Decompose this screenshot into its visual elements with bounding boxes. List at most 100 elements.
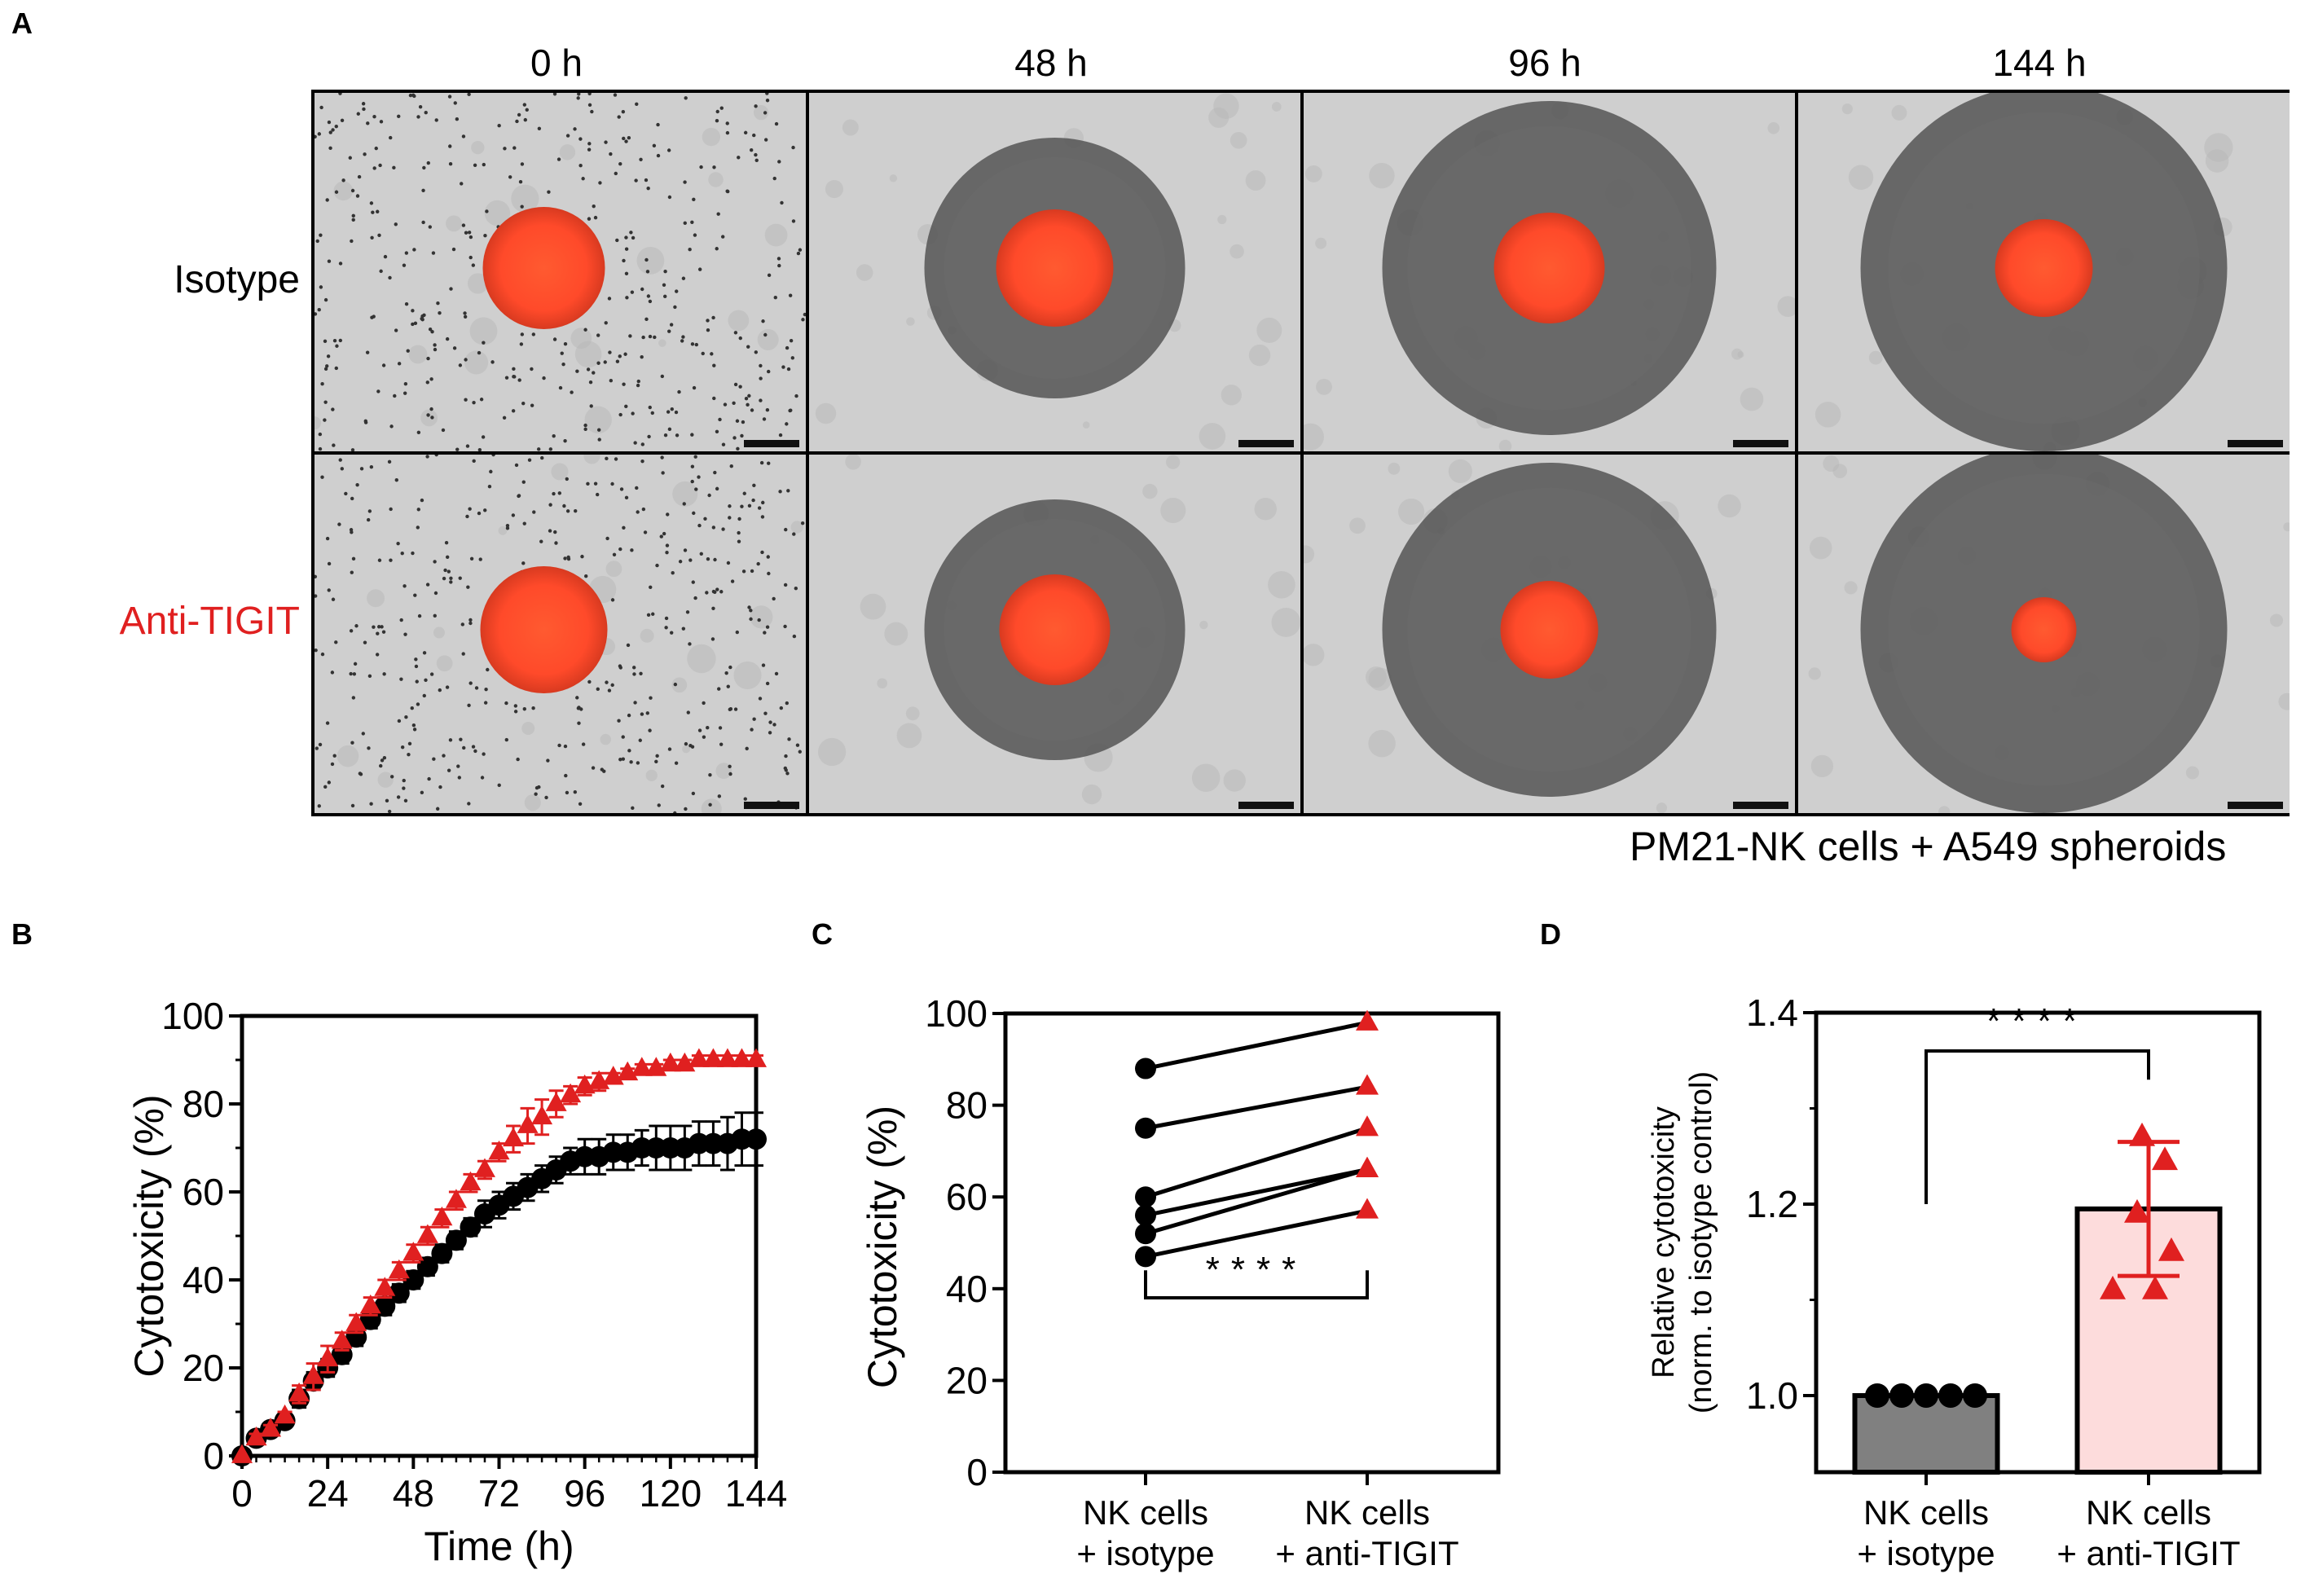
nk-cell xyxy=(665,550,669,555)
nk-cell xyxy=(565,477,569,481)
nk-cell xyxy=(557,743,561,748)
nk-cell xyxy=(759,460,764,465)
nk-cell xyxy=(706,556,710,561)
debris xyxy=(1656,802,1668,813)
y-tick-label: 40 xyxy=(183,1259,224,1301)
nk-cell xyxy=(449,287,453,291)
nk-cell xyxy=(387,459,392,464)
nk-cell xyxy=(604,140,608,144)
nk-cell xyxy=(694,487,698,491)
nk-cell xyxy=(661,471,665,475)
nk-cell xyxy=(625,296,629,300)
nk-cell xyxy=(522,707,526,711)
microscopy-image-grid xyxy=(311,90,2290,816)
tumor-spheroid xyxy=(1995,219,2093,317)
nk-cell xyxy=(577,93,581,96)
y-tick-label: 80 xyxy=(946,1084,988,1127)
nk-cell xyxy=(471,745,476,749)
nk-cell xyxy=(356,112,360,116)
isotype-point xyxy=(1135,1186,1156,1208)
nk-cell xyxy=(763,711,768,715)
nk-cell xyxy=(663,270,667,274)
isotype-point xyxy=(1135,1117,1156,1139)
nk-cell xyxy=(662,531,666,536)
nk-cell xyxy=(759,398,763,402)
nk-cell xyxy=(646,613,651,618)
anti-tigit-point xyxy=(2100,1275,2126,1299)
series-1-point xyxy=(688,1048,710,1067)
nk-cell xyxy=(482,341,486,345)
debris xyxy=(715,763,732,780)
nk-cell xyxy=(675,433,680,437)
nk-cell xyxy=(641,507,646,512)
nk-cell xyxy=(546,758,550,763)
scale-bar xyxy=(1733,440,1788,447)
nk-cell xyxy=(686,710,690,714)
series-1-point xyxy=(274,1404,296,1424)
y-tick-label: 60 xyxy=(946,1176,988,1218)
nk-cell xyxy=(690,479,694,484)
series-1-point xyxy=(331,1330,353,1349)
debris xyxy=(860,593,886,620)
nk-cell xyxy=(765,681,770,686)
nk-cell xyxy=(749,609,753,613)
nk-cell xyxy=(418,105,423,109)
nk-cell xyxy=(361,102,366,106)
nk-cell xyxy=(315,574,318,579)
time-label-96h: 96 h xyxy=(1508,42,1581,84)
debris xyxy=(1245,170,1266,191)
nk-cell xyxy=(416,430,421,435)
nk-cell xyxy=(436,301,440,306)
pair-line xyxy=(1145,1020,1368,1071)
nk-cell xyxy=(792,634,797,639)
nk-cell xyxy=(552,433,556,438)
nk-cell xyxy=(715,247,719,251)
nk-cell xyxy=(712,363,716,367)
nk-cell xyxy=(720,235,725,239)
debris xyxy=(825,180,843,199)
debris xyxy=(333,181,354,201)
nk-cell xyxy=(565,134,570,138)
nk-cell xyxy=(430,415,434,420)
debris xyxy=(467,273,489,294)
nk-cell xyxy=(429,672,434,676)
nk-cell xyxy=(640,287,644,292)
debris xyxy=(1737,351,1744,358)
nk-cell xyxy=(350,496,354,501)
nk-cell xyxy=(609,152,613,156)
nk-cell xyxy=(489,469,493,474)
nk-cell xyxy=(780,200,784,205)
nk-cell xyxy=(738,385,742,389)
nk-cell xyxy=(547,190,551,194)
nk-cell xyxy=(605,536,609,541)
scale-bar xyxy=(744,440,799,447)
nk-cell xyxy=(750,728,754,732)
y-tick-label: 60 xyxy=(183,1171,224,1213)
anti-tigit-point xyxy=(2124,1198,2150,1223)
nk-cell xyxy=(318,742,323,747)
y-tick-label: 0 xyxy=(203,1435,224,1477)
nk-cell xyxy=(483,508,487,512)
nk-cell xyxy=(747,605,751,609)
nk-cell xyxy=(442,576,446,581)
scale-bar xyxy=(2228,802,2283,809)
nk-cell xyxy=(417,613,422,618)
scale-bar xyxy=(1733,802,1788,809)
nk-cell xyxy=(574,508,578,513)
nk-cell xyxy=(614,171,618,176)
micro-image xyxy=(1798,93,2290,451)
nk-cell xyxy=(710,637,715,641)
nk-cell xyxy=(350,741,354,745)
debris xyxy=(559,144,576,160)
nk-cell xyxy=(319,105,323,110)
nk-cell xyxy=(767,273,772,278)
nk-cell xyxy=(621,109,626,114)
nk-cell xyxy=(451,247,456,252)
nk-cell xyxy=(749,617,753,622)
anti-tigit-point xyxy=(2158,1237,2184,1261)
nk-cell xyxy=(332,339,337,343)
nk-cell xyxy=(640,712,644,716)
plot-frame xyxy=(1814,1010,2262,1475)
nk-cell xyxy=(521,561,526,565)
nk-cell xyxy=(618,547,622,552)
